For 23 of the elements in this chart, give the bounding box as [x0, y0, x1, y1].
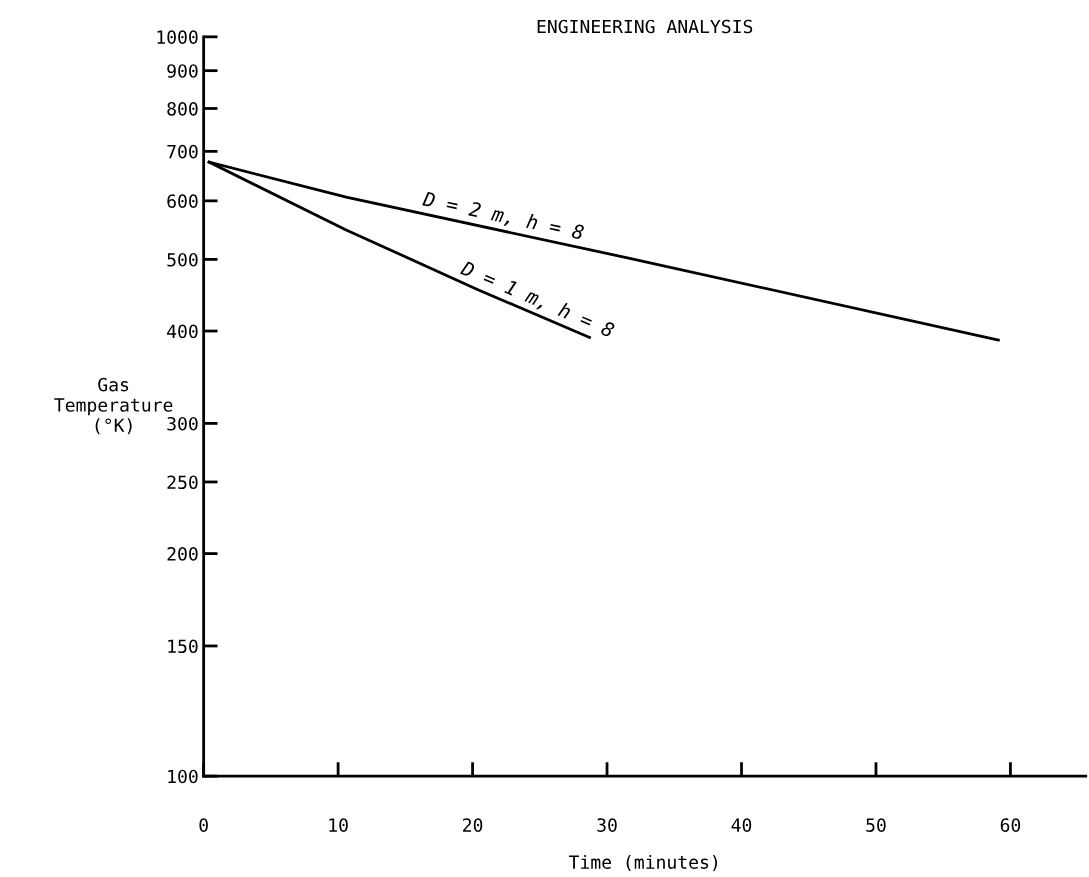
y-tick-label: 1000 [157, 30, 198, 44]
y-tick-label: 150 [168, 639, 198, 654]
y-tick-label: 250 [167, 475, 198, 490]
x-axis-title: Time (minutes) [569, 854, 718, 872]
x-tick-label: 50 [866, 818, 886, 832]
y-tick-label: 600 [167, 194, 198, 209]
x-tick-label: 20 [463, 818, 483, 832]
y-tick-label: 900 [167, 64, 198, 78]
y-tick-label: 200 [167, 547, 198, 561]
y-tick-label: 400 [167, 324, 198, 339]
y-tick-label: 300 [167, 416, 198, 431]
y-tick-label: 700 [167, 144, 198, 159]
x-tick-label: 10 [329, 818, 348, 832]
text: D = 2 m, h = 8 [421, 190, 585, 243]
y-tick-label: 500 [167, 252, 198, 267]
chart-title: ENGINEERING ANALYSIS [537, 19, 753, 34]
text: D = 1 m, h = 8 [458, 259, 616, 341]
x-tick-label: 30 [597, 818, 617, 832]
x-tick-label: 0 [199, 818, 208, 832]
x-tick-label: 60 [1000, 818, 1021, 832]
y-tick-label: 100 [168, 769, 198, 784]
x-tick-label: 40 [731, 818, 752, 832]
y-tick-label: 800 [167, 101, 198, 116]
